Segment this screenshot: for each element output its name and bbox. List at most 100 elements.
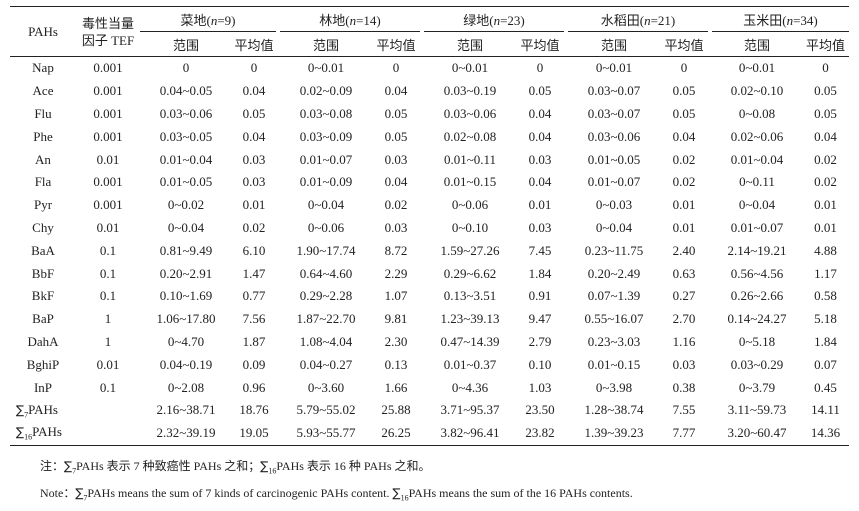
note-chinese: 注：∑7PAHs 表示 7 种致癌性 PAHs 之和；∑16PAHs 表示 16…: [40, 459, 431, 476]
cell-mean: 1.16: [672, 333, 696, 349]
row-tef: [76, 421, 140, 446]
row-label: Fla: [34, 174, 52, 190]
table-row: Flu 0.001 0.03~0.06 0.05 0.03~0.08 0.05 0.03~0…: [10, 103, 849, 126]
table-row: BaP 1 1.06~17.80 7.56 1.87~22.70 9.81 1.23~39.…: [10, 308, 849, 331]
cell-mean: 0.77: [242, 288, 266, 304]
cell-range: 0.01~0.07: [299, 151, 353, 167]
cell-range: 0~2.08: [167, 379, 205, 395]
cell-mean: 0.02: [814, 174, 837, 190]
cell-range: 3.82~96.41: [424, 421, 516, 446]
table-row: BkF 0.1 0.10~1.69 0.77 0.29~2.28 1.07 0.13~3.5…: [10, 285, 849, 308]
cell-range: 0.23~3.03: [587, 333, 641, 349]
cell-mean: 0.01: [814, 197, 837, 213]
cell-range: 0.01~0.15: [587, 356, 641, 372]
table-body: Nap 0.001 0 0 0~0.01 0 0~0.01 0 0~0.01 0 0~0.01 0 Ac…: [10, 57, 849, 446]
cell-range: 0~0.08: [738, 105, 776, 121]
table-notes: 注：∑7PAHs 表示 7 种致癌性 PAHs 之和；∑16PAHs 表示 16…: [40, 455, 633, 510]
cell-range: 0: [182, 60, 190, 76]
cell-range: 0.56~4.56: [730, 265, 784, 281]
cell-mean: 14.11: [811, 402, 840, 418]
header-tef: 毒性当量 因子 TEF: [76, 6, 140, 57]
cell-mean: 0: [392, 60, 400, 76]
cell-mean: 0.04: [814, 128, 837, 144]
cell-range: 0~0.10: [451, 219, 489, 235]
cell-range: 0.01~0.15: [443, 174, 497, 190]
cell-mean: 7.77: [660, 421, 708, 446]
row-label: Nap: [32, 60, 54, 76]
row-tef: 0.01: [96, 151, 120, 167]
cell-mean: 2.30: [384, 333, 408, 349]
cell-range: 0.55~16.07: [584, 311, 644, 327]
subheader-mean: 平均值: [802, 31, 849, 57]
table-row: Fla 0.001 0.01~0.05 0.03 0.01~0.09 0.04 0.01~0…: [10, 171, 849, 194]
group-header-corn: 玉米田(n=34): [712, 6, 849, 32]
subheader-range: 范围: [712, 31, 802, 57]
cell-mean: 0.04: [672, 128, 696, 144]
cell-mean: 26.25: [372, 421, 420, 446]
cell-range: 0.02~0.06: [730, 128, 784, 144]
row-tef: 0.1: [99, 379, 117, 395]
cell-mean: 9.81: [384, 311, 408, 327]
cell-mean: 0.03: [242, 174, 266, 190]
cell-range: 0.29~6.62: [443, 265, 497, 281]
cell-mean: 0.91: [528, 288, 552, 304]
row-tef: 0.001: [93, 128, 123, 144]
cell-range: 0~0.01: [595, 60, 633, 76]
cell-range: 0.47~14.39: [440, 333, 500, 349]
cell-mean: 0.04: [384, 83, 408, 99]
cell-range: 0~0.01: [451, 60, 489, 76]
cell-mean: 2.79: [528, 333, 552, 349]
cell-range: 0.01~0.07: [587, 174, 641, 190]
cell-mean: 1.66: [384, 379, 408, 395]
cell-range: 3.11~59.73: [727, 402, 787, 418]
subheader-range: 范围: [280, 31, 372, 57]
table-row: Pyr 0.001 0~0.02 0.01 0~0.04 0.02 0~0.06 0.01 0~…: [10, 194, 849, 217]
cell-mean: 0.05: [814, 83, 837, 99]
cell-mean: 4.88: [814, 242, 837, 258]
row-label: BbF: [31, 265, 55, 281]
sum-row: ∑7PAHs 2.16~38.71 18.76 5.79~55.02 25.88 3.71…: [10, 399, 849, 422]
cell-mean: 2.40: [672, 242, 696, 258]
cell-mean: 9.47: [528, 311, 552, 327]
cell-range: 0~0.04: [595, 219, 633, 235]
row-label: Flu: [34, 105, 52, 121]
cell-range: 0.01~0.05: [587, 151, 641, 167]
pahs-table-container: PAHs 毒性当量 因子 TEF 菜地(n=9) 林地(n=14) 绿地(n=2…: [10, 6, 849, 446]
cell-mean: 0.01: [814, 219, 837, 235]
cell-range: 0.03~0.07: [587, 105, 641, 121]
group-header-paddy: 水稻田(n=21): [568, 6, 708, 32]
row-tef: 1: [104, 333, 112, 349]
row-tef: 0.1: [99, 288, 117, 304]
cell-range: 0.64~4.60: [299, 265, 353, 281]
cell-mean: 0.03: [242, 151, 266, 167]
cell-range: 0~0.06: [307, 219, 345, 235]
cell-range: 0~0.01: [738, 60, 776, 76]
subheader-mean: 平均值: [516, 31, 564, 57]
cell-range: 0~4.70: [167, 333, 205, 349]
table-row: BghiP 0.01 0.04~0.19 0.09 0.04~0.27 0.13 0.01~…: [10, 353, 849, 376]
cell-range: 0~0.04: [167, 219, 205, 235]
row-tef: 1: [104, 311, 112, 327]
cell-range: 0.14~24.27: [727, 311, 787, 327]
cell-mean: 1.87: [242, 333, 266, 349]
cell-range: 0.13~3.51: [443, 288, 497, 304]
cell-range: 1.90~17.74: [296, 242, 356, 258]
cell-mean: 2.29: [384, 265, 408, 281]
cell-mean: 0.96: [242, 379, 266, 395]
row-tef: [76, 399, 140, 422]
cell-range: 0~5.18: [738, 333, 776, 349]
row-label: DahA: [27, 333, 59, 349]
row-label: ∑16PAHs: [10, 421, 76, 446]
row-tef: 0.001: [93, 105, 123, 121]
cell-range: 0.03~0.19: [443, 83, 497, 99]
cell-range: 5.93~55.77: [280, 421, 372, 446]
row-label: An: [35, 151, 51, 167]
cell-mean: 0.27: [672, 288, 696, 304]
cell-range: 0~0.06: [451, 197, 489, 213]
cell-range: 0~0.03: [595, 197, 633, 213]
row-tef: 0.001: [93, 174, 123, 190]
cell-mean: 0: [822, 60, 829, 76]
cell-range: 1.23~39.13: [440, 311, 500, 327]
row-label: Ace: [32, 83, 54, 99]
table-row: InP 0.1 0~2.08 0.96 0~3.60 1.66 0~4.36 1.03 0~3.…: [10, 376, 849, 399]
